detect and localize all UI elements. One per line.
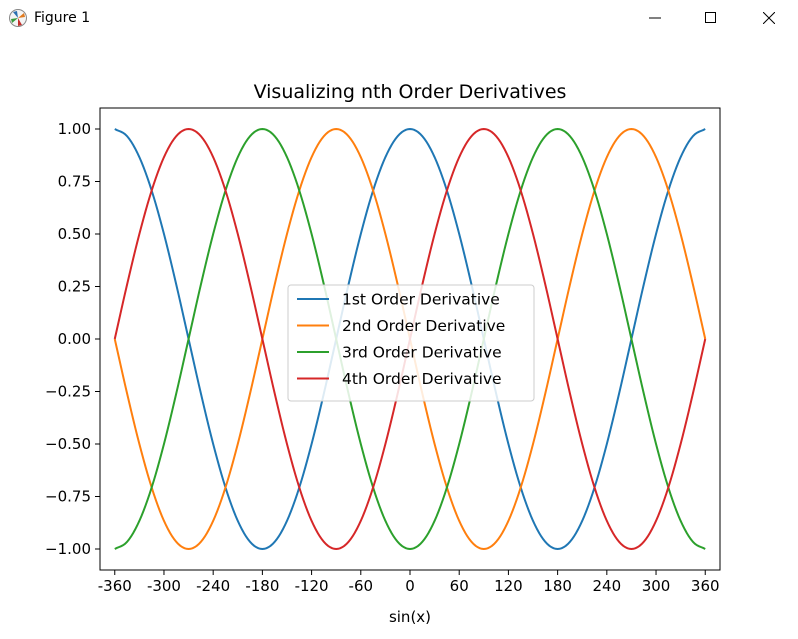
matplotlib-icon — [8, 8, 28, 28]
x-tick-label: 240 — [593, 577, 622, 595]
close-icon — [763, 12, 775, 24]
series-line-1 — [114, 127, 706, 551]
legend-label-3: 3rd Order Derivative — [342, 344, 502, 362]
legend-box — [287, 284, 535, 402]
y-tick-label: 0.75 — [58, 173, 91, 191]
x-tick-label: 180 — [543, 577, 572, 595]
legend[interactable]: 1st Order Derivative 2nd Order Derivative… — [287, 284, 535, 402]
minimize-icon — [649, 17, 661, 19]
x-tick-label: -180 — [245, 577, 279, 595]
x-tick-label: -120 — [295, 577, 329, 595]
close-button[interactable] — [746, 0, 792, 36]
maximize-button[interactable] — [688, 0, 734, 36]
window-titlebar: Figure 1 — [0, 0, 798, 38]
y-tick-label: −0.50 — [45, 435, 91, 453]
legend-label-2: 2nd Order Derivative — [342, 317, 505, 335]
x-tick-label: 60 — [450, 577, 469, 595]
maximize-icon — [705, 12, 716, 23]
y-tick-label: 0.50 — [58, 225, 91, 243]
x-tick-label: -60 — [349, 577, 374, 595]
y-tick-label: −0.25 — [45, 383, 91, 401]
minimize-button[interactable] — [632, 0, 678, 36]
y-tick-label: −0.75 — [45, 488, 91, 506]
legend-label-1: 1st Order Derivative — [342, 291, 500, 309]
x-tick-label: -240 — [196, 577, 230, 595]
x-tick-label: 300 — [642, 577, 671, 595]
chart-title: Visualizing nth Order Derivatives — [254, 81, 567, 103]
x-tick-label: 0 — [405, 577, 415, 595]
figure-canvas: Visualizing nth Order Derivatives -360 -3… — [0, 38, 798, 635]
y-tick-label: 0.25 — [58, 278, 91, 296]
line-chart: Visualizing nth Order Derivatives -360 -3… — [45, 81, 721, 626]
y-tick-label: −1.00 — [45, 540, 91, 558]
y-tick-label: 1.00 — [58, 120, 91, 138]
y-axis: 1.00 0.75 0.50 0.25 0.00 −0.25 −0.50 −0.75 −1.00 — [45, 120, 100, 558]
x-axis: -360 -300 -240 -180 -120 -60 0 60 120 180 240 300 36… — [98, 570, 720, 595]
x-tick-label: -300 — [147, 577, 181, 595]
x-tick-label: -360 — [98, 577, 132, 595]
x-tick-label: 360 — [691, 577, 720, 595]
series-line-3 — [114, 127, 706, 551]
legend-label-4: 4th Order Derivative — [342, 370, 502, 388]
y-tick-label: 0.00 — [58, 330, 91, 348]
window-title: Figure 1 — [34, 10, 91, 26]
x-axis-label: sin(x) — [389, 608, 431, 626]
x-tick-label: 120 — [494, 577, 523, 595]
